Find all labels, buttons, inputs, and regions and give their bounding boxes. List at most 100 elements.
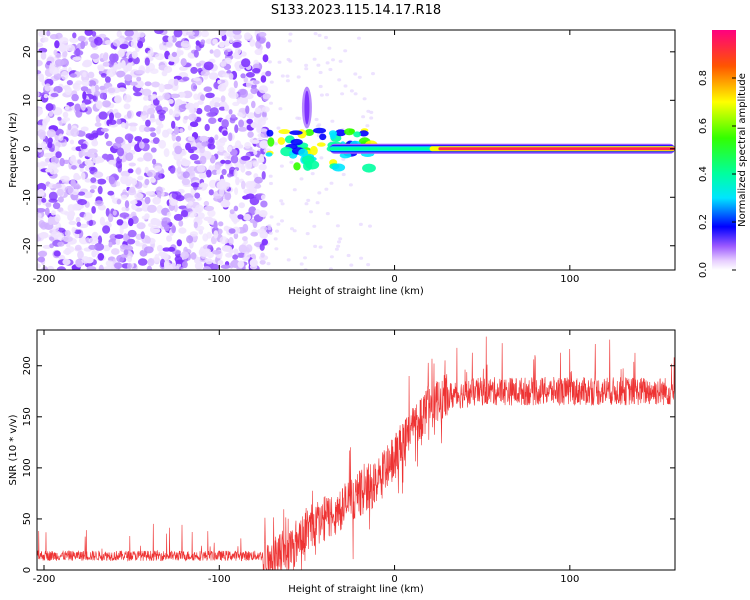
noise-speckle <box>94 122 102 127</box>
noise-speckle <box>328 267 333 270</box>
noise-speckle <box>240 73 246 79</box>
noise-speckle <box>254 107 262 115</box>
noise-speckle <box>315 124 320 128</box>
noise-speckle <box>145 191 154 196</box>
snr-panel: -200 -100 0 100 0 50 100 150 200 Height of strai… <box>8 329 676 595</box>
noise-speckle <box>257 123 262 128</box>
noise-speckle <box>175 135 182 142</box>
spectrogram-y-tick-label: 0 <box>22 146 33 152</box>
noise-speckle <box>91 139 99 147</box>
noise-speckle <box>60 70 69 80</box>
noise-speckle <box>232 41 242 48</box>
noise-speckle <box>194 204 204 213</box>
noise-speckle <box>100 73 107 78</box>
noise-speckle <box>205 258 213 265</box>
noise-speckle <box>361 115 366 119</box>
noise-speckle <box>112 39 121 47</box>
noise-speckle <box>176 159 182 167</box>
noise-speckle <box>289 160 294 164</box>
noise-speckle <box>309 210 313 214</box>
noise-speckle <box>161 70 168 77</box>
noise-speckle <box>189 231 198 237</box>
noise-speckle <box>48 191 58 201</box>
noise-speckle <box>131 50 138 59</box>
noise-speckle <box>329 181 334 185</box>
noise-speckle <box>203 86 213 92</box>
burst-core <box>304 90 310 125</box>
noise-speckle <box>91 130 99 139</box>
noise-speckle <box>200 94 205 102</box>
noise-speckle <box>171 51 177 58</box>
noise-speckle <box>197 100 204 105</box>
snr-y-axis-label: SNR (10 * v/v) <box>8 414 19 485</box>
noise-speckle <box>314 117 319 122</box>
noise-speckle <box>258 210 268 218</box>
noise-speckle <box>228 73 234 80</box>
noise-speckle <box>43 152 54 158</box>
noise-speckle <box>158 83 165 93</box>
noise-speckle <box>243 32 252 40</box>
noise-speckle <box>219 187 225 197</box>
noise-speckle <box>119 43 129 50</box>
noise-speckle <box>234 124 239 134</box>
noise-speckle <box>234 187 239 196</box>
noise-speckle <box>220 159 226 164</box>
noise-speckle <box>114 136 124 144</box>
noise-speckle <box>143 126 151 133</box>
noise-speckle <box>213 102 221 108</box>
noise-speckle <box>213 230 219 239</box>
noise-speckle <box>317 33 322 38</box>
noise-speckle <box>170 93 181 99</box>
noise-speckle <box>242 223 249 233</box>
noise-speckle <box>48 198 58 203</box>
noise-speckle <box>228 228 236 234</box>
noise-speckle <box>70 128 79 137</box>
noise-speckle <box>166 235 173 242</box>
colorbar: 0.0 0.2 0.4 0.6 0.8 Normalized spectral ampl… <box>698 30 748 278</box>
noise-speckle <box>77 191 86 196</box>
noise-speckle <box>267 226 272 231</box>
noise-speckle <box>66 80 73 86</box>
noise-speckle <box>221 119 229 129</box>
noise-speckle <box>62 50 68 58</box>
signal-blob <box>310 145 318 156</box>
noise-speckle <box>120 170 131 177</box>
noise-speckle <box>71 226 76 233</box>
noise-speckle <box>273 237 278 241</box>
noise-speckle <box>319 156 324 160</box>
noise-speckle <box>88 166 96 171</box>
noise-speckle <box>286 258 291 262</box>
noise-speckle <box>250 139 260 144</box>
noise-speckle <box>94 242 105 251</box>
noise-speckle <box>160 258 166 268</box>
noise-speckle <box>97 235 103 245</box>
noise-speckle <box>304 67 309 71</box>
signal-blob <box>335 129 347 137</box>
noise-speckle <box>88 80 97 87</box>
noise-speckle <box>130 200 138 205</box>
noise-speckle <box>74 244 82 251</box>
noise-speckle <box>229 209 235 215</box>
noise-speckle <box>193 221 198 229</box>
noise-speckle <box>88 244 97 250</box>
noise-speckle <box>252 63 260 69</box>
noise-speckle <box>60 175 70 182</box>
noise-speckle <box>77 35 86 42</box>
noise-speckle <box>140 110 147 116</box>
colorbar-tick-label: 0.0 <box>698 262 709 278</box>
noise-speckle <box>369 110 374 114</box>
noise-speckle <box>137 157 144 162</box>
noise-speckle <box>304 202 309 206</box>
noise-speckle <box>228 237 234 246</box>
noise-speckle <box>108 241 113 248</box>
noise-speckle <box>288 59 293 63</box>
noise-speckle <box>224 159 232 165</box>
noise-speckle <box>60 210 69 215</box>
noise-speckle <box>182 171 190 179</box>
noise-speckle <box>50 92 59 98</box>
noise-speckle <box>115 181 121 187</box>
noise-speckle <box>236 97 242 104</box>
noise-speckle <box>102 100 111 108</box>
noise-speckle <box>353 92 358 96</box>
signal-blob <box>267 137 275 147</box>
